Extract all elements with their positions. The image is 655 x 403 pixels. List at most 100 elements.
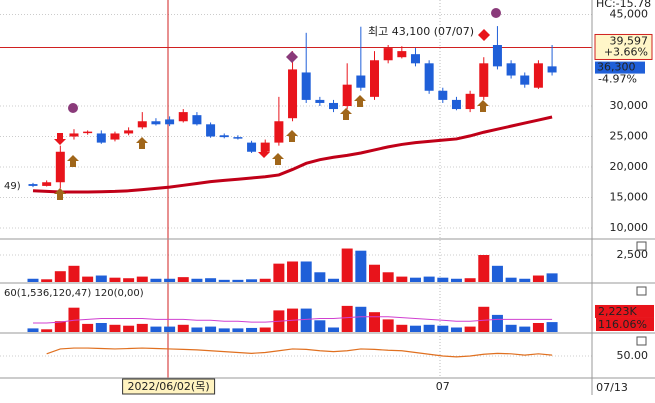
volume-bar bbox=[191, 278, 203, 282]
volume-bar bbox=[164, 326, 176, 332]
candle-body bbox=[288, 69, 298, 119]
last-value-box bbox=[595, 304, 654, 318]
volume-bar bbox=[136, 323, 148, 332]
candle-body bbox=[520, 75, 530, 85]
volume-bar bbox=[54, 321, 66, 332]
volume-bar bbox=[491, 265, 503, 282]
up-arrows bbox=[54, 95, 489, 200]
candle-body bbox=[506, 63, 516, 76]
candle-body bbox=[247, 142, 257, 152]
volume-bar bbox=[369, 312, 380, 332]
volume-bar bbox=[136, 276, 148, 282]
candle-body bbox=[533, 63, 543, 88]
volume-bar bbox=[150, 278, 162, 282]
volume-bar bbox=[532, 275, 544, 282]
last-value: 2,223K bbox=[598, 305, 637, 318]
volume-bar bbox=[328, 278, 340, 282]
volume-bar bbox=[300, 308, 312, 332]
signals bbox=[54, 8, 501, 200]
y-tick-label: 20,000 bbox=[610, 160, 649, 173]
volume-bar bbox=[437, 277, 449, 282]
volume-bar bbox=[491, 314, 503, 332]
y-tick-label: 2,500 bbox=[617, 248, 649, 261]
oscillator-line bbox=[46, 347, 553, 358]
candle-body bbox=[165, 119, 175, 125]
volume-bar bbox=[109, 277, 121, 282]
volume-bar bbox=[409, 325, 421, 332]
candle-body bbox=[547, 66, 557, 73]
candle-body bbox=[465, 93, 475, 110]
y-tick-label: 50.00 bbox=[617, 349, 649, 362]
volume-bar bbox=[478, 255, 490, 282]
axis: 45,000 30,000 25,000 20,000 15,000 10,000 2022… bbox=[122, 8, 654, 395]
last-date: 07/13 bbox=[596, 381, 628, 394]
volume-bar bbox=[341, 305, 353, 332]
volume-bar bbox=[41, 329, 53, 332]
candle-body bbox=[397, 51, 407, 58]
volume-bar bbox=[478, 306, 490, 332]
indicator-line bbox=[33, 316, 553, 324]
signal-diamond bbox=[478, 29, 490, 41]
volume-bar bbox=[54, 271, 66, 282]
ref-price: 36,300 bbox=[597, 61, 636, 74]
ref-price-box bbox=[595, 61, 645, 74]
volume-bar bbox=[82, 276, 94, 282]
volume-bar bbox=[177, 277, 189, 282]
volume-bar bbox=[450, 278, 462, 282]
volume-bar bbox=[109, 324, 121, 332]
down-arrows bbox=[54, 133, 270, 158]
last-change: +3.66% bbox=[604, 45, 648, 58]
volume-bar bbox=[95, 275, 107, 282]
ratio: 116.06% bbox=[598, 318, 647, 331]
ratio-box bbox=[596, 318, 654, 331]
volume-bar bbox=[27, 328, 39, 332]
volume-bar bbox=[355, 250, 367, 282]
volume-bar bbox=[191, 327, 203, 332]
volume-bar bbox=[246, 327, 258, 332]
signal-diamond bbox=[286, 51, 298, 63]
candle-body bbox=[233, 137, 243, 139]
volume-bar bbox=[341, 248, 353, 282]
candle-body bbox=[492, 45, 502, 67]
candle-body bbox=[69, 133, 79, 137]
volume-bar bbox=[546, 322, 558, 332]
volume-bar bbox=[95, 322, 107, 332]
volume-bar bbox=[519, 278, 531, 282]
y-tick-label: 30,000 bbox=[610, 99, 649, 112]
candle-body bbox=[151, 121, 161, 125]
candle-body bbox=[28, 184, 38, 186]
volume-bar bbox=[314, 272, 326, 282]
annotation: 최고 43,100 (07/07) bbox=[368, 25, 474, 38]
volume-bar bbox=[27, 278, 39, 282]
volume-bar bbox=[246, 279, 258, 282]
panel-icons bbox=[636, 241, 647, 346]
y-tick-label: 25,000 bbox=[610, 130, 649, 143]
volume-bar bbox=[328, 327, 340, 332]
volume-bar bbox=[464, 278, 476, 282]
volume-bar bbox=[232, 279, 244, 282]
volume-bar bbox=[423, 276, 435, 282]
volume-bar bbox=[382, 272, 394, 282]
volume-bar bbox=[82, 323, 94, 332]
volume-bar bbox=[41, 279, 53, 282]
candle-body bbox=[219, 135, 229, 138]
candle-body bbox=[137, 121, 147, 128]
volume-bar bbox=[259, 327, 271, 332]
volume-bar bbox=[150, 326, 162, 332]
volume-bar bbox=[423, 324, 435, 332]
indicator-label: 60(1,536,120,47) 120(0,00) bbox=[4, 288, 144, 299]
candle-body bbox=[438, 90, 448, 100]
candle-body bbox=[410, 54, 420, 64]
signal-dot bbox=[491, 8, 501, 18]
volume-bar bbox=[532, 322, 544, 332]
volume-bar bbox=[382, 319, 394, 332]
volume-bar bbox=[177, 324, 189, 332]
candle-body bbox=[206, 124, 216, 137]
date-box bbox=[122, 378, 216, 395]
candle-body bbox=[451, 99, 461, 110]
volume-bar bbox=[464, 326, 476, 332]
candle-body bbox=[110, 133, 120, 140]
volume-bar bbox=[300, 261, 312, 282]
